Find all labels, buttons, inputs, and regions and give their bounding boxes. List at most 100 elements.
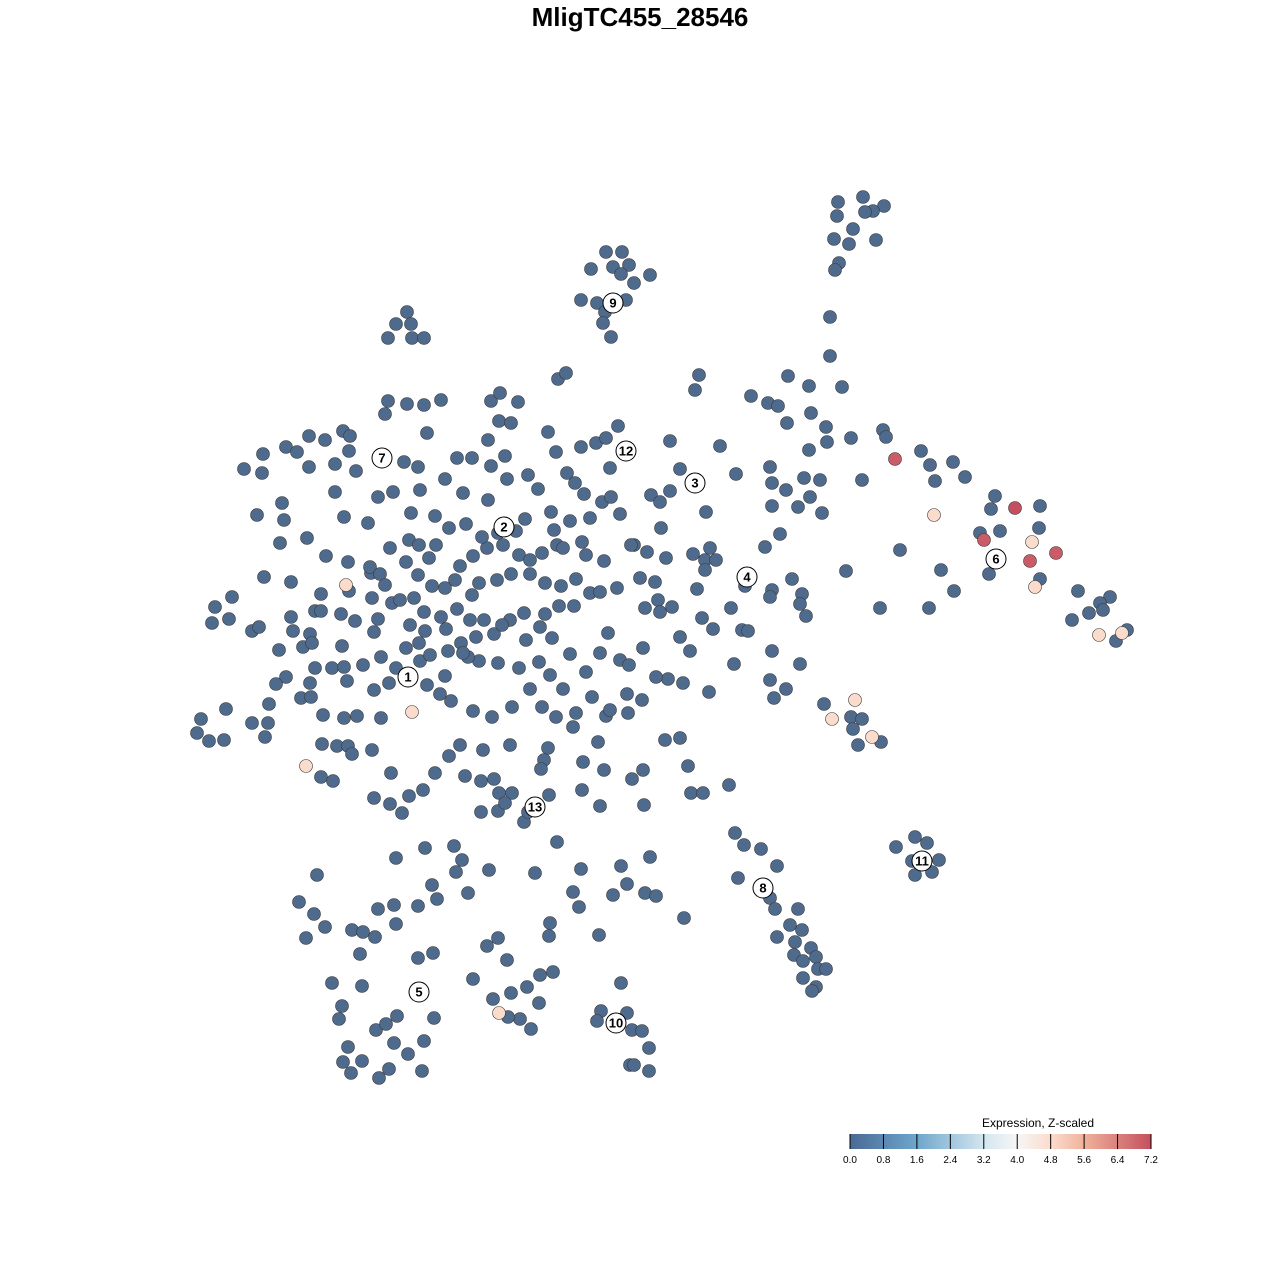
data-point xyxy=(299,931,313,945)
data-point xyxy=(785,572,799,586)
data-point xyxy=(681,759,695,773)
data-point xyxy=(823,349,837,363)
data-point xyxy=(279,670,293,684)
data-point xyxy=(500,472,514,486)
data-point xyxy=(363,560,377,574)
data-point xyxy=(888,452,902,466)
data-point xyxy=(635,1024,649,1038)
data-point xyxy=(400,305,414,319)
data-point xyxy=(316,708,330,722)
data-point xyxy=(1049,546,1063,560)
data-point xyxy=(610,581,624,595)
data-point xyxy=(758,540,772,554)
cluster-label: 3 xyxy=(684,472,706,494)
cluster-label-text: 4 xyxy=(743,570,751,585)
data-point xyxy=(795,923,809,937)
data-point xyxy=(477,613,491,627)
data-point xyxy=(486,992,500,1006)
data-point xyxy=(258,730,272,744)
data-point xyxy=(356,658,370,672)
data-point xyxy=(1033,499,1047,513)
data-point xyxy=(498,796,512,810)
data-point xyxy=(290,445,304,459)
data-point xyxy=(343,429,357,443)
data-point xyxy=(988,489,1002,503)
data-point xyxy=(567,599,581,613)
data-point xyxy=(222,612,236,626)
data-point xyxy=(1103,590,1117,604)
data-point xyxy=(624,538,638,552)
data-point xyxy=(310,868,324,882)
colorbar-tick-label: 6.4 xyxy=(1111,1155,1125,1166)
data-point xyxy=(459,517,473,531)
data-point xyxy=(365,743,379,757)
data-point xyxy=(345,747,359,761)
data-point xyxy=(390,1009,404,1023)
data-point xyxy=(604,490,618,504)
data-point xyxy=(328,485,342,499)
data-point xyxy=(538,576,552,590)
data-point xyxy=(328,457,342,471)
data-point xyxy=(563,647,577,661)
data-point xyxy=(426,946,440,960)
cluster-label: 11 xyxy=(911,850,933,872)
cluster-label: 10 xyxy=(605,1012,627,1034)
data-point xyxy=(575,783,589,797)
data-point xyxy=(387,898,401,912)
data-point xyxy=(487,627,501,641)
data-point xyxy=(542,788,556,802)
data-point xyxy=(579,548,593,562)
data-point xyxy=(763,673,777,687)
data-point xyxy=(583,511,597,525)
data-point xyxy=(713,439,727,453)
data-point xyxy=(702,685,716,699)
points-layer xyxy=(190,190,1134,1085)
data-point xyxy=(273,536,287,550)
data-point xyxy=(381,331,395,345)
data-point xyxy=(319,549,333,563)
data-point xyxy=(663,434,677,448)
data-point xyxy=(547,523,561,537)
data-point xyxy=(663,484,677,498)
data-point xyxy=(420,678,434,692)
cluster-label-text: 7 xyxy=(378,451,385,466)
data-point xyxy=(500,953,514,967)
data-point xyxy=(455,853,469,867)
data-point xyxy=(648,575,662,589)
data-point xyxy=(335,639,349,653)
data-point xyxy=(1025,535,1039,549)
cluster-label-text: 5 xyxy=(415,985,422,1000)
data-point xyxy=(653,605,667,619)
data-point xyxy=(793,657,807,671)
data-point xyxy=(686,547,700,561)
data-point xyxy=(560,466,574,480)
data-point xyxy=(765,644,779,658)
data-point xyxy=(202,734,216,748)
data-point xyxy=(411,568,425,582)
data-point xyxy=(481,493,495,507)
data-point xyxy=(614,976,628,990)
cluster-label: 5 xyxy=(408,981,430,1003)
cluster-label-circle xyxy=(397,666,419,688)
data-point xyxy=(269,677,283,691)
data-point xyxy=(977,533,991,547)
data-point xyxy=(318,920,332,934)
data-point xyxy=(219,702,233,716)
data-point xyxy=(208,600,222,614)
data-point xyxy=(438,581,452,595)
data-point xyxy=(314,770,328,784)
data-point xyxy=(438,669,452,683)
data-point xyxy=(722,778,736,792)
cluster-label: 9 xyxy=(602,292,624,314)
data-point xyxy=(524,1022,538,1036)
data-point xyxy=(498,449,512,463)
data-point xyxy=(496,538,510,552)
data-point xyxy=(620,687,634,701)
data-point xyxy=(337,510,351,524)
data-point xyxy=(217,733,231,747)
data-point xyxy=(590,1014,604,1028)
data-point xyxy=(625,772,639,786)
data-point xyxy=(493,386,507,400)
data-point xyxy=(642,1041,656,1055)
data-point xyxy=(325,661,339,675)
